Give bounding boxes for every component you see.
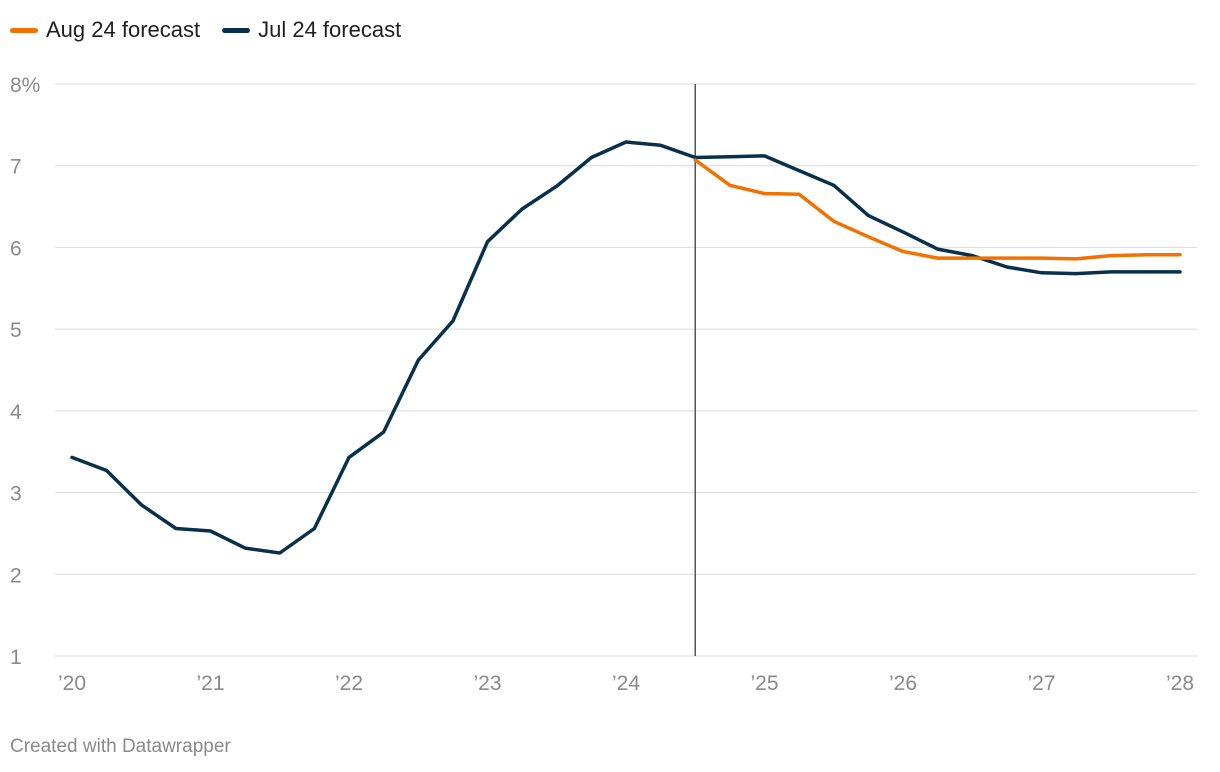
x-tick-label: ’27 [1027, 672, 1055, 695]
legend-swatch-aug-24 [10, 27, 38, 33]
y-tick-label: 5 [10, 319, 22, 342]
x-tick-label: ’21 [196, 672, 224, 695]
x-tick-label: ’22 [335, 672, 363, 695]
legend-item-jul-24: Jul 24 forecast [222, 17, 401, 43]
legend-item-aug-24: Aug 24 forecast [10, 17, 200, 43]
chart-legend: Aug 24 forecast Jul 24 forecast [10, 14, 401, 46]
legend-label-jul-24: Jul 24 forecast [258, 17, 402, 42]
series-line-jul-24-forecast [70, 140, 1182, 555]
x-tick-label: ’28 [1166, 672, 1194, 695]
y-tick-label: 7 [10, 156, 22, 179]
credit-text: Created with Datawrapper [10, 736, 231, 757]
x-tick-label: ’25 [750, 672, 778, 695]
x-tick-label: ’26 [889, 672, 917, 695]
legend-label-aug-24: Aug 24 forecast [46, 17, 201, 42]
y-tick-label: 6 [10, 237, 22, 260]
y-tick-label: 4 [10, 401, 22, 424]
y-tick-label: 1 [10, 646, 22, 669]
x-tick-label: ’20 [58, 672, 86, 695]
y-tick-label: 8% [10, 74, 40, 97]
x-tick-label: ’24 [612, 672, 640, 695]
x-tick-label: ’23 [473, 672, 501, 695]
series-line-aug-24-forecast [693, 158, 1182, 261]
legend-swatch-jul-24 [222, 27, 251, 33]
y-tick-label: 2 [10, 564, 22, 587]
y-tick-label: 3 [10, 483, 22, 506]
